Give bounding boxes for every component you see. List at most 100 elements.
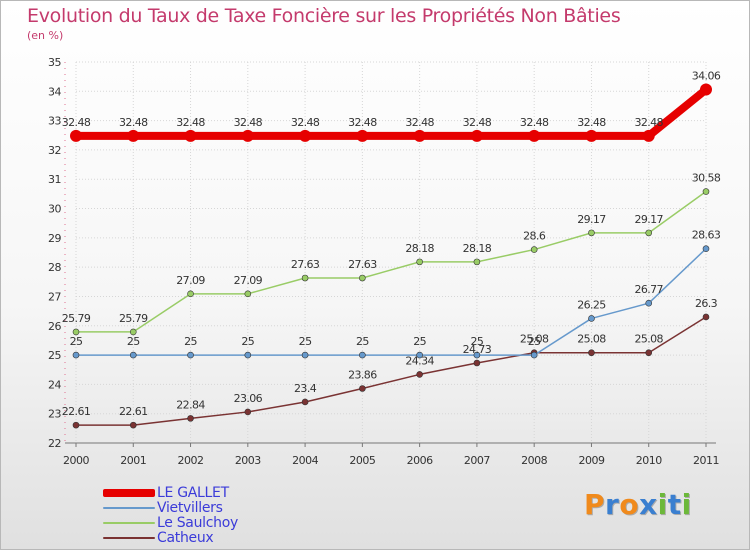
data-point-le-gallet: [127, 129, 140, 142]
x-tick-label: 2000: [63, 454, 89, 467]
y-tick-label: 29: [48, 232, 61, 245]
data-point-catheux: [702, 313, 710, 321]
y-tick-label: 22: [48, 437, 61, 450]
x-tick-label: 2006: [407, 454, 433, 467]
data-label-le-gallet: 32.48: [463, 116, 492, 129]
data-label-le-saulchoy: 30.58: [692, 172, 721, 185]
data-point-vietvillers: [187, 351, 194, 359]
data-label-le-gallet: 32.48: [234, 116, 263, 129]
series-line-catheux: [75, 316, 707, 426]
data-label-catheux: 23.06: [234, 392, 263, 405]
data-label-vietvillers: 25: [184, 335, 197, 348]
chart-title: Evolution du Taux de Taxe Foncière sur l…: [27, 5, 621, 27]
data-point-le-gallet: [470, 129, 483, 142]
data-point-le-saulchoy: [301, 274, 309, 282]
data-point-catheux: [244, 408, 252, 416]
logo-letter: o: [619, 488, 640, 521]
data-point-le-saulchoy: [702, 188, 710, 195]
y-tick-label: 25: [48, 349, 61, 362]
y-axis-unit-label: (en %): [27, 29, 64, 42]
data-label-le-saulchoy: 29.17: [577, 213, 606, 226]
data-label-le-saulchoy: 27.63: [291, 258, 320, 271]
data-point-catheux: [645, 349, 653, 357]
data-label-le-gallet: 32.48: [348, 116, 377, 129]
y-tick-label: 26: [48, 320, 61, 333]
legend-item: LE GALLET: [103, 485, 238, 501]
data-point-catheux: [129, 421, 137, 429]
data-label-le-gallet: 32.48: [62, 116, 91, 129]
data-label-le-saulchoy: 27.63: [348, 258, 377, 271]
data-label-vietvillers: 26.77: [634, 283, 663, 296]
data-point-vietvillers: [473, 351, 481, 359]
x-tick-label: 2009: [578, 454, 604, 467]
data-label-vietvillers: 25: [471, 335, 484, 348]
data-point-catheux: [588, 349, 595, 357]
data-point-catheux: [187, 415, 194, 422]
chart-legend: LE GALLET Vietvillers Le Saulchoy Catheux: [103, 485, 238, 546]
data-point-vietvillers: [244, 351, 252, 359]
data-point-le-saulchoy: [359, 274, 366, 282]
data-point-le-saulchoy: [72, 328, 80, 336]
x-tick-label: 2002: [178, 454, 204, 467]
data-point-le-gallet: [356, 129, 369, 142]
data-point-le-gallet: [528, 129, 541, 142]
data-label-vietvillers: 25: [413, 335, 426, 348]
legend-swatch: [103, 521, 155, 524]
data-point-le-saulchoy: [129, 328, 137, 336]
data-label-le-saulchoy: 25.79: [62, 312, 91, 325]
data-point-le-gallet: [585, 129, 598, 142]
data-point-le-saulchoy: [530, 246, 538, 253]
data-point-le-saulchoy: [645, 229, 653, 237]
data-point-le-saulchoy: [416, 258, 423, 266]
data-label-catheux: 24.73: [463, 343, 492, 356]
data-point-le-gallet: [413, 129, 426, 142]
data-point-vietvillers: [416, 351, 423, 359]
x-tick-label: 2011: [693, 454, 719, 467]
data-point-le-gallet: [70, 129, 82, 142]
x-tick-label: 2008: [521, 454, 547, 467]
x-tick-label: 2010: [636, 454, 662, 467]
logo-letter: t: [667, 488, 682, 521]
y-tick-label: 34: [48, 85, 61, 98]
data-label-le-gallet: 32.48: [634, 116, 663, 129]
y-tick-label: 31: [48, 173, 61, 186]
data-label-catheux: 23.86: [348, 368, 377, 381]
data-point-vietvillers: [702, 245, 710, 252]
data-point-vietvillers: [530, 351, 538, 359]
legend-label: Catheux: [157, 529, 214, 546]
data-point-le-gallet: [241, 129, 254, 142]
data-label-catheux: 22.84: [176, 398, 205, 411]
data-point-le-saulchoy: [588, 229, 595, 237]
data-point-vietvillers: [72, 351, 80, 359]
data-point-le-gallet: [642, 129, 655, 142]
y-tick-label: 30: [48, 203, 61, 216]
data-point-le-gallet: [299, 129, 312, 142]
data-label-le-gallet: 34.06: [692, 70, 721, 83]
y-tick-label: 33: [48, 115, 61, 128]
data-label-le-saulchoy: 28.6: [523, 230, 546, 243]
data-label-catheux: 25.08: [520, 333, 549, 346]
legend-item: Le Saulchoy: [103, 515, 238, 531]
data-point-le-saulchoy: [187, 290, 194, 298]
x-tick-label: 2001: [120, 454, 146, 467]
data-label-catheux: 22.61: [62, 405, 91, 418]
data-label-le-gallet: 32.48: [119, 116, 148, 129]
data-label-catheux: 25.08: [577, 333, 606, 346]
series-line-le-saulchoy: [75, 190, 707, 333]
data-label-catheux: 26.3: [695, 297, 718, 310]
data-label-catheux: 23.4: [294, 382, 317, 395]
data-label-vietvillers: 25: [299, 335, 312, 348]
logo-letter: x: [639, 488, 658, 521]
data-point-catheux: [473, 359, 481, 367]
logo-letter: i: [657, 488, 668, 521]
data-point-vietvillers: [645, 299, 653, 307]
data-label-le-gallet: 32.48: [291, 116, 320, 129]
x-tick-label: 2003: [235, 454, 261, 467]
data-label-le-saulchoy: 28.18: [405, 242, 434, 255]
y-tick-label: 32: [48, 144, 61, 157]
series-line-le-gallet: [72, 85, 710, 140]
y-tick-label: 24: [48, 378, 61, 391]
x-tick-label: 2007: [464, 454, 490, 467]
